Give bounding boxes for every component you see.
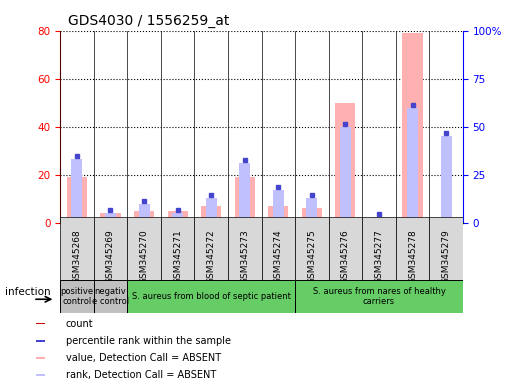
Bar	[127, 280, 295, 313]
Text: GSM345276: GSM345276	[341, 230, 350, 285]
Bar	[228, 217, 262, 301]
Bar	[239, 163, 251, 223]
Bar	[60, 280, 94, 313]
Text: GSM345277: GSM345277	[374, 230, 383, 285]
Bar	[268, 206, 288, 223]
Bar	[195, 217, 228, 301]
Bar	[403, 33, 423, 223]
Bar	[328, 217, 362, 301]
Text: GSM345268: GSM345268	[72, 230, 82, 285]
Bar	[36, 323, 44, 324]
Bar	[105, 213, 116, 223]
Bar	[429, 217, 463, 301]
Bar	[201, 206, 221, 223]
Bar	[161, 217, 195, 301]
Text: negativ
e control: negativ e control	[92, 287, 129, 306]
Text: GSM345274: GSM345274	[274, 230, 283, 284]
Bar	[340, 127, 351, 223]
Text: GSM345273: GSM345273	[240, 230, 249, 285]
Bar	[167, 211, 188, 223]
Bar	[94, 217, 127, 301]
Bar	[295, 217, 328, 301]
Bar	[139, 204, 150, 223]
Bar	[306, 198, 317, 223]
Text: positive
control: positive control	[60, 287, 94, 306]
Text: infection: infection	[5, 287, 50, 297]
Bar	[36, 340, 44, 342]
Bar	[206, 198, 217, 223]
Text: percentile rank within the sample: percentile rank within the sample	[66, 336, 231, 346]
Text: GSM345272: GSM345272	[207, 230, 215, 284]
Bar	[396, 217, 429, 301]
Bar	[362, 217, 396, 301]
Text: GSM345270: GSM345270	[140, 230, 149, 285]
Text: value, Detection Call = ABSENT: value, Detection Call = ABSENT	[66, 353, 221, 363]
Bar	[172, 213, 183, 223]
Bar	[94, 280, 127, 313]
Text: GSM345278: GSM345278	[408, 230, 417, 285]
Bar	[335, 103, 356, 223]
Bar	[295, 280, 463, 313]
Text: GSM345279: GSM345279	[441, 230, 451, 285]
Text: S. aureus from nares of healthy
carriers: S. aureus from nares of healthy carriers	[313, 287, 446, 306]
Text: GSM345271: GSM345271	[173, 230, 182, 285]
Bar	[302, 208, 322, 223]
Bar	[36, 357, 44, 359]
Bar	[67, 177, 87, 223]
Bar	[373, 217, 384, 223]
Bar	[272, 190, 284, 223]
Bar	[127, 217, 161, 301]
Bar	[262, 217, 295, 301]
Text: GSM345275: GSM345275	[308, 230, 316, 285]
Bar	[60, 217, 94, 301]
Text: GDS4030 / 1556259_at: GDS4030 / 1556259_at	[68, 14, 230, 28]
Bar	[71, 159, 83, 223]
Text: rank, Detection Call = ABSENT: rank, Detection Call = ABSENT	[66, 370, 216, 381]
Bar	[100, 213, 120, 223]
Bar	[407, 108, 418, 223]
Text: S. aureus from blood of septic patient: S. aureus from blood of septic patient	[132, 292, 291, 301]
Text: count: count	[66, 318, 94, 329]
Bar	[440, 136, 452, 223]
Bar	[36, 374, 44, 376]
Text: GSM345269: GSM345269	[106, 230, 115, 285]
Bar	[134, 211, 154, 223]
Bar	[235, 177, 255, 223]
